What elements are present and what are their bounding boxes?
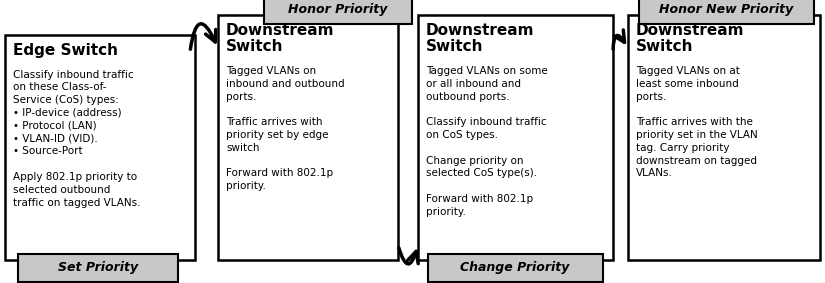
Bar — [18, 254, 178, 282]
Bar — [427, 254, 602, 282]
Text: Set Priority: Set Priority — [58, 261, 138, 275]
Bar — [639, 0, 813, 24]
Bar — [418, 15, 613, 260]
Text: Honor New Priority: Honor New Priority — [659, 3, 793, 16]
Bar — [264, 0, 412, 24]
Bar — [5, 35, 195, 260]
Text: Edge Switch: Edge Switch — [13, 43, 118, 58]
Text: Change Priority: Change Priority — [460, 261, 570, 275]
Text: Downstream
Switch: Downstream Switch — [426, 23, 535, 54]
Bar — [628, 15, 820, 260]
Text: Downstream
Switch: Downstream Switch — [636, 23, 744, 54]
Text: Classify inbound traffic
on these Class-of-
Service (CoS) types:
• IP-device (ad: Classify inbound traffic on these Class-… — [13, 70, 140, 207]
Text: Downstream
Switch: Downstream Switch — [226, 23, 334, 54]
Text: Tagged VLANs on some
or all inbound and
outbound ports.

Classify inbound traffi: Tagged VLANs on some or all inbound and … — [426, 66, 548, 217]
Bar — [218, 15, 398, 260]
Text: Tagged VLANs on
inbound and outbound
ports.

Traffic arrives with
priority set b: Tagged VLANs on inbound and outbound por… — [226, 66, 345, 191]
Text: Honor Priority: Honor Priority — [288, 3, 388, 16]
Text: Tagged VLANs on at
least some inbound
ports.

Traffic arrives with the
priority : Tagged VLANs on at least some inbound po… — [636, 66, 757, 178]
